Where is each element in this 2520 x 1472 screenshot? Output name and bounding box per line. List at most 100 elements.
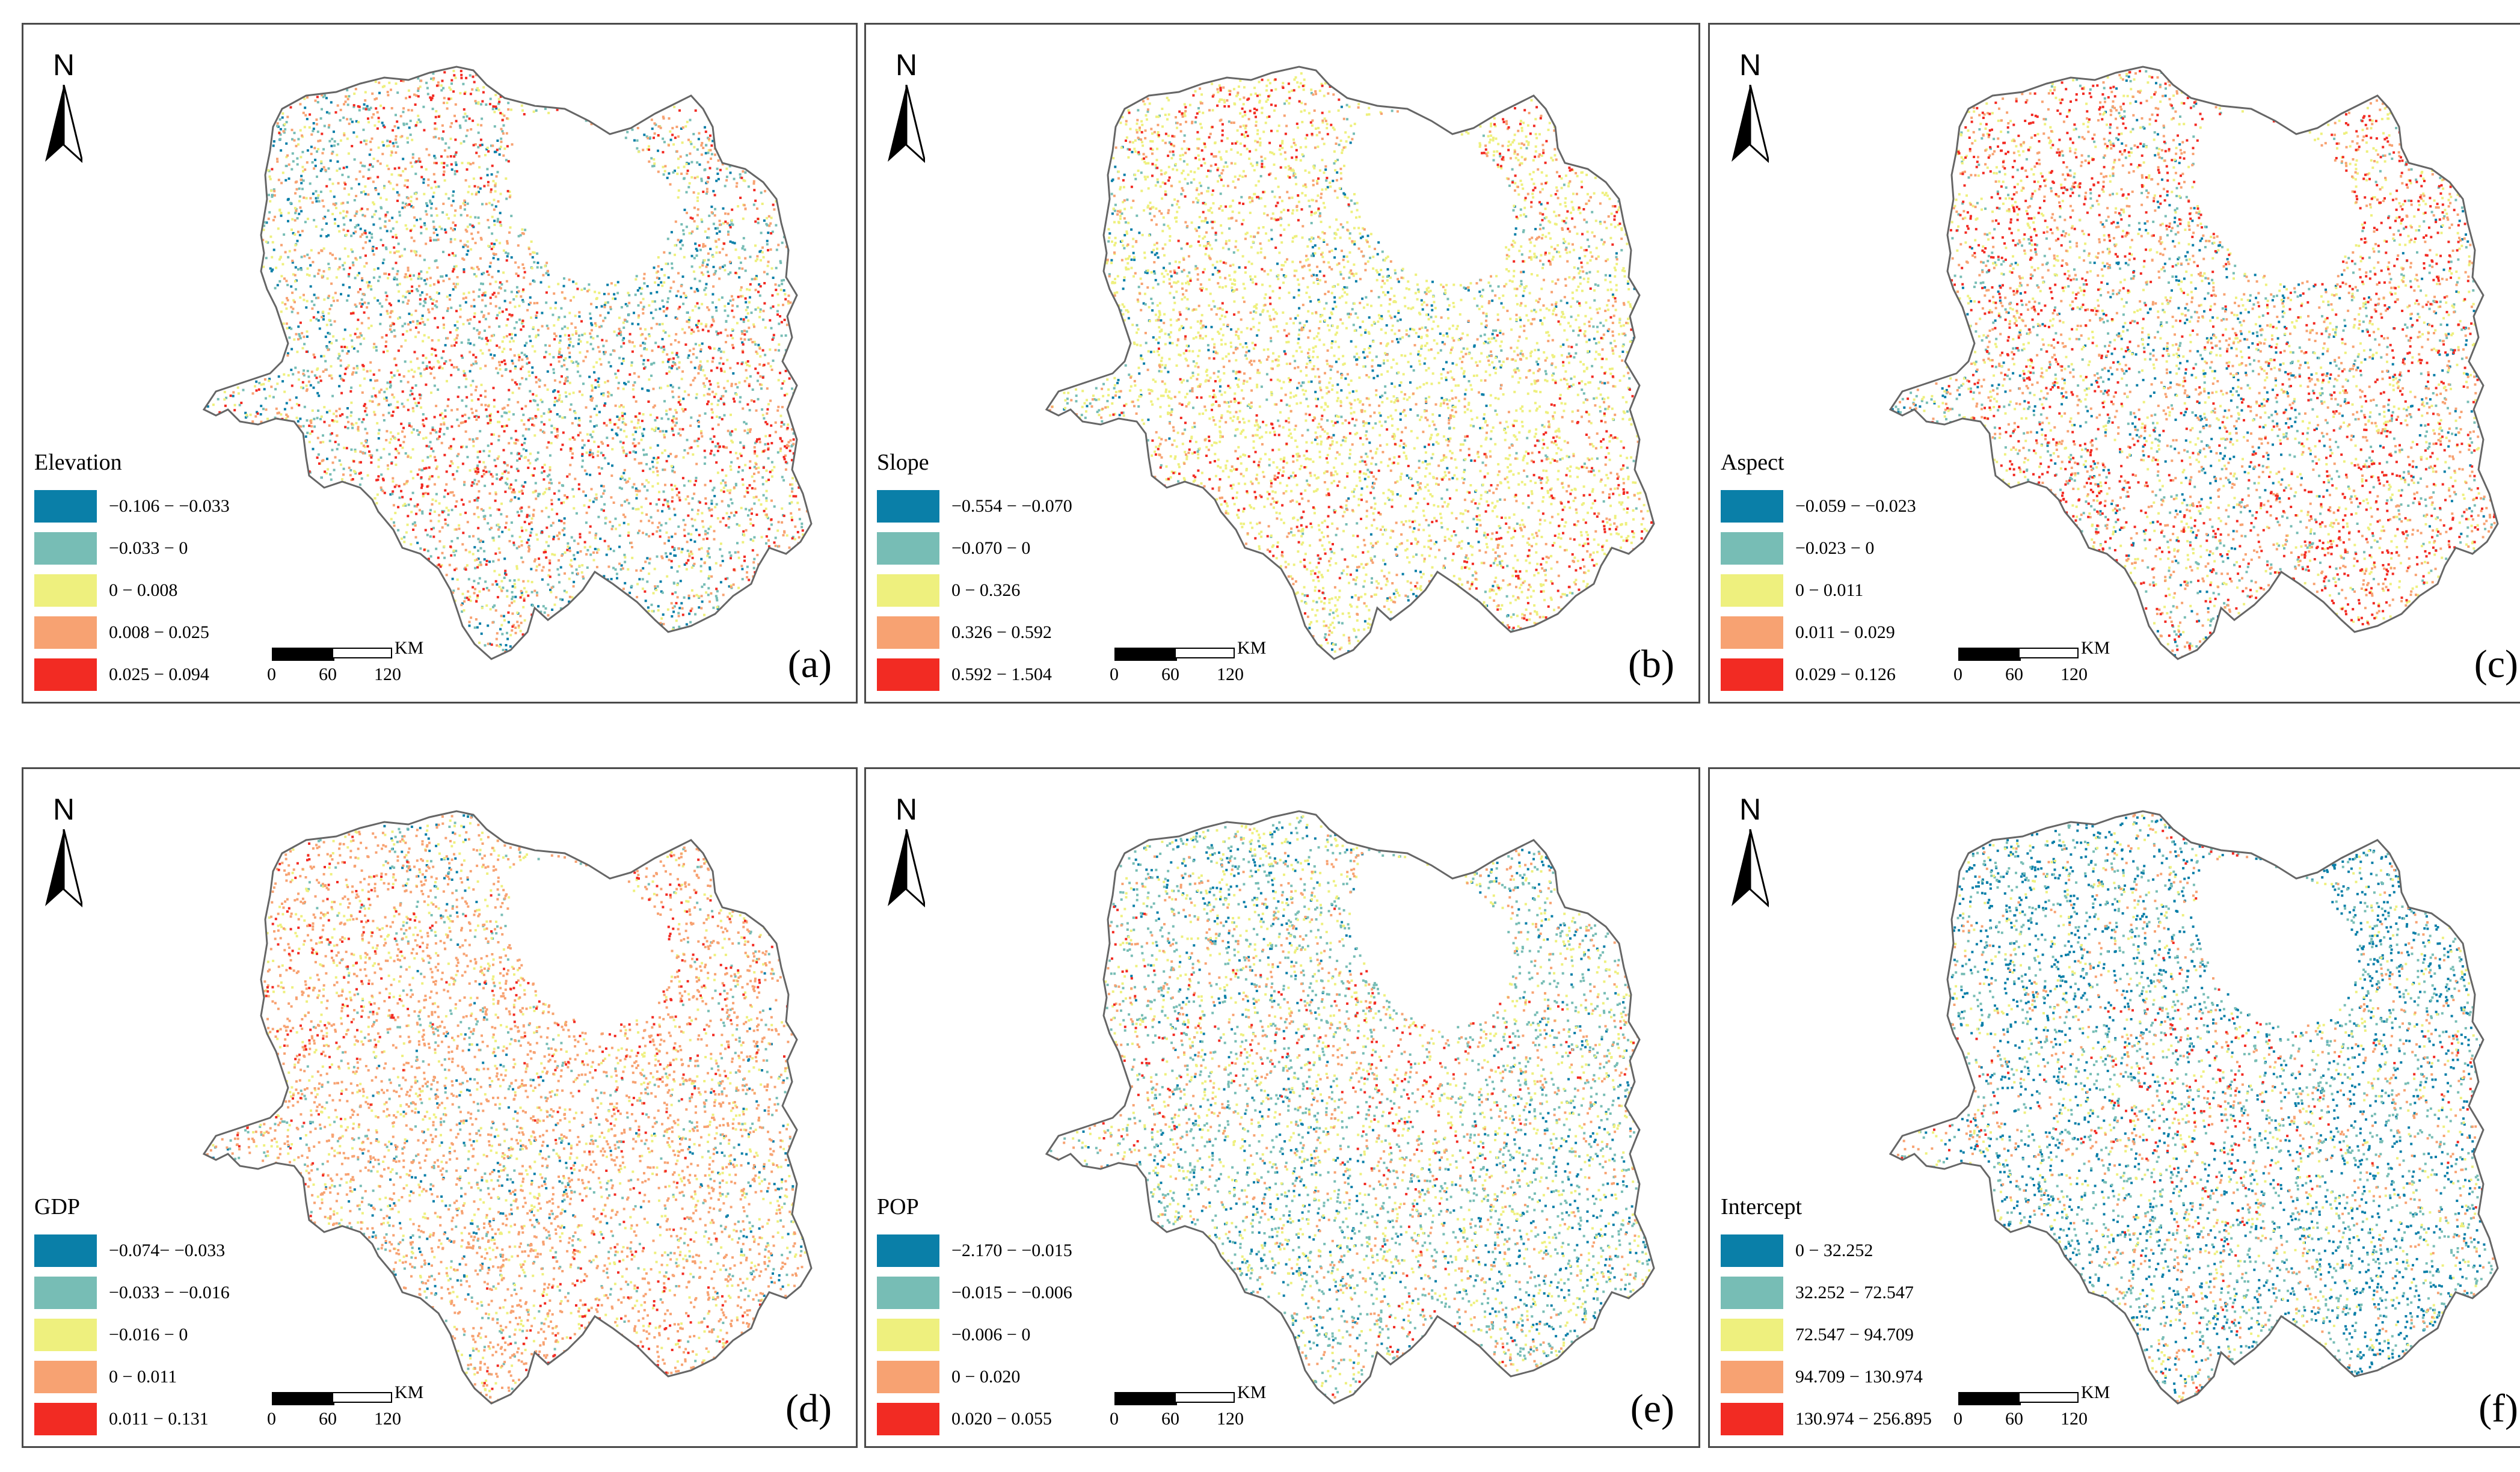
- region-boundary: [1888, 810, 2499, 1405]
- legend: GDP −0.074− −0.033 −0.033 − −0.016 −0.016 −…: [34, 1194, 230, 1440]
- data-points-class-5: [1102, 906, 1635, 1396]
- scale-bar: KM 0 60 120: [1953, 1382, 2139, 1446]
- legend: Intercept 0 − 32.252 32.252 − 72.547 72.547…: [1721, 1194, 1932, 1440]
- scale-bar: KM 0 60 120: [1953, 638, 2139, 702]
- scale-tick: 0: [267, 1409, 276, 1429]
- legend-label: −0.554 − −0.070: [951, 496, 1072, 516]
- data-points-class-3: [1908, 814, 2478, 1399]
- data-points-class-5: [1907, 70, 2496, 654]
- legend-item: 0.592 − 1.504: [877, 654, 1072, 696]
- legend-swatch: [1721, 574, 1783, 607]
- legend-swatch: [1721, 1277, 1783, 1309]
- legend-item: 0 − 0.020: [877, 1356, 1072, 1398]
- legend-label: −2.170 − −0.015: [951, 1240, 1072, 1260]
- legend: Elevation −0.106 − −0.033 −0.033 − 0 0 − 0.…: [34, 449, 230, 696]
- legend-title: GDP: [34, 1194, 81, 1219]
- scale-tick: 60: [2005, 1409, 2023, 1429]
- legend-item: 0.011 − 0.029: [1721, 612, 1916, 654]
- legend-label: 0 − 0.008: [109, 580, 178, 600]
- north-label: N: [895, 793, 918, 826]
- map-svg: [1045, 66, 1655, 660]
- legend-title: Elevation: [34, 450, 122, 475]
- legend-item: −0.554 − −0.070: [877, 485, 1072, 527]
- data-points-class-3: [1913, 73, 2491, 648]
- legend-item: −0.033 − −0.016: [34, 1272, 230, 1314]
- scale-tick: 120: [2061, 664, 2088, 684]
- legend-swatch: [34, 1403, 97, 1435]
- legend-label: −0.023 − 0: [1795, 538, 1875, 558]
- data-points-class-2: [1049, 816, 1651, 1396]
- scale-tick: 0: [267, 664, 276, 684]
- map-panel-2: N Slope −0.554 − −0.070 −0.070 − 0 0 − 0.326…: [864, 23, 1700, 704]
- panel-label: (a): [787, 642, 832, 686]
- legend-label: −0.033 − −0.016: [109, 1283, 230, 1302]
- data-points-class-1: [1891, 75, 2485, 657]
- scale-segment-white: [1175, 648, 1235, 658]
- map-svg: [202, 810, 813, 1405]
- north-arrow: N: [1723, 48, 1777, 168]
- scale-tick: 60: [1161, 664, 1179, 684]
- region-boundary: [202, 810, 813, 1405]
- map-svg: [1045, 810, 1655, 1405]
- legend-swatch: [877, 490, 939, 523]
- legend-item: −0.070 − 0: [877, 527, 1072, 569]
- legend-item: −0.059 − −0.023: [1721, 485, 1916, 527]
- legend-item: 130.974 − 256.895: [1721, 1398, 1932, 1440]
- legend-item: −0.074− −0.033: [34, 1230, 230, 1272]
- legend-swatch: [34, 490, 97, 523]
- north-label: N: [1739, 48, 1762, 82]
- legend-swatch: [1721, 1319, 1783, 1351]
- scale-unit: KM: [395, 1382, 424, 1402]
- legend-item: 0.025 − 0.094: [34, 654, 230, 696]
- legend-label: 0.020 − 0.055: [951, 1409, 1052, 1429]
- scale-segment-black: [1958, 648, 2021, 661]
- map-panel-4: N GDP −0.074− −0.033 −0.033 − −0.016 −0.016 …: [22, 767, 858, 1448]
- legend-item: 32.252 − 72.547: [1721, 1272, 1932, 1314]
- north-arrow: N: [1723, 792, 1777, 912]
- legend-swatch: [34, 532, 97, 565]
- legend-label: 0.025 − 0.094: [109, 664, 209, 684]
- data-points: [1891, 70, 2496, 658]
- scale-bar: KM 0 60 120: [267, 638, 452, 702]
- scale-tick: 60: [2005, 664, 2023, 684]
- legend-swatch: [877, 1319, 939, 1351]
- legend-label: 0.029 − 0.126: [1795, 664, 1896, 684]
- legend-swatch: [1721, 490, 1783, 523]
- map-panel-1: N Elevation −0.106 − −0.033 −0.033 − 0 0 − 0…: [22, 23, 858, 704]
- north-arrow-icon: [45, 829, 82, 907]
- legend-item: −0.016 − 0: [34, 1314, 230, 1356]
- scale-segment-white: [332, 648, 392, 658]
- legend-swatch: [34, 574, 97, 607]
- legend-swatch: [877, 532, 939, 565]
- map-panel-5: N POP −2.170 − −0.015 −0.015 − −0.006 −0.006…: [864, 767, 1700, 1448]
- legend-swatch: [877, 616, 939, 649]
- legend-swatch: [34, 616, 97, 649]
- scale-segment-black: [272, 1392, 334, 1405]
- scale-unit: KM: [395, 638, 424, 658]
- scale-tick: 60: [319, 664, 337, 684]
- legend-swatch: [1721, 1234, 1783, 1267]
- legend-swatch: [877, 1403, 939, 1435]
- data-points-class-1: [1910, 816, 2486, 1402]
- scale-bar: KM 0 60 120: [1110, 638, 1295, 702]
- legend-label: 130.974 − 256.895: [1795, 1409, 1932, 1429]
- scale-tick: 0: [1110, 1409, 1119, 1429]
- region-boundary: [202, 66, 813, 660]
- scale-segment-white: [332, 1392, 392, 1403]
- north-arrow-icon: [888, 829, 925, 907]
- legend-label: 0 − 0.011: [1795, 580, 1864, 600]
- scale-unit: KM: [1237, 638, 1267, 658]
- map-svg: [1888, 66, 2499, 660]
- legend-label: 0 − 0.011: [109, 1367, 177, 1387]
- legend: POP −2.170 − −0.015 −0.015 − −0.006 −0.006 …: [877, 1194, 1072, 1440]
- data-points: [1049, 815, 1651, 1402]
- map-panel-3: N Aspect −0.059 − −0.023 −0.023 − 0 0 − 0.01…: [1708, 23, 2520, 704]
- scale-unit: KM: [1237, 1382, 1267, 1402]
- legend-item: −0.033 − 0: [34, 527, 230, 569]
- north-arrow-icon: [888, 85, 925, 163]
- legend-swatch: [1721, 616, 1783, 649]
- north-label: N: [895, 48, 918, 82]
- legend-label: −0.070 − 0: [951, 538, 1031, 558]
- legend: Slope −0.554 − −0.070 −0.070 − 0 0 − 0.326 0…: [877, 449, 1072, 696]
- legend-item: 0.029 − 0.126: [1721, 654, 1916, 696]
